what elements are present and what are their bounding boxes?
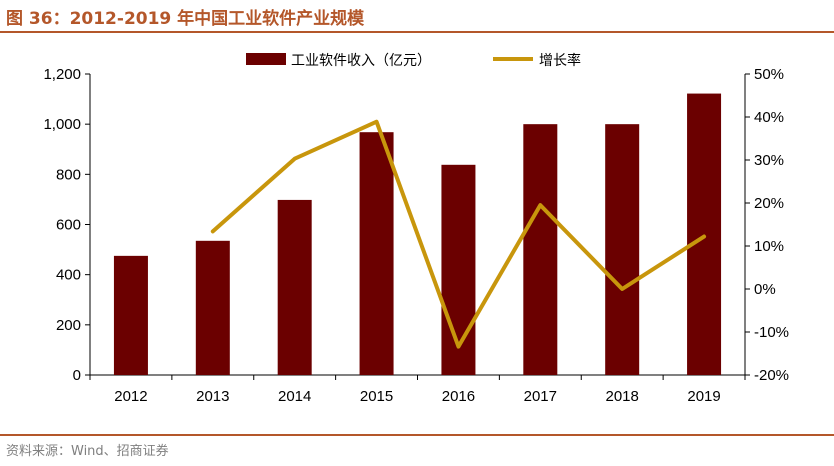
bar [195,240,230,375]
legend-swatch-bar [246,53,286,65]
right-tick-label: -10% [754,324,789,341]
left-tick-label: 1,000 [43,116,81,133]
combo-chart: 0 200 400 600 800 1,000 1,200 -20% -10% 0% 10% 20% 3… [43,52,789,405]
x-tick-label: 2016 [442,388,475,405]
legend-label-bar: 工业软件收入（亿元） [291,53,431,69]
line-series [210,119,707,349]
right-tick-label: -20% [754,367,789,384]
axes: 0 200 400 600 800 1,000 1,200 -20% -10% 0% 10% 20% 3… [43,66,789,405]
bar-series [113,93,722,376]
legend-label-line: 增长率 [539,52,581,69]
title-rule [0,31,834,33]
x-tick-label: 2018 [606,388,639,405]
source-rule [0,434,834,436]
right-tick-label: 30% [754,152,784,169]
right-tick-label: 0% [754,281,776,298]
bar [359,132,394,375]
x-tick-label: 2015 [360,388,393,405]
right-tick-label: 10% [754,238,784,255]
bar [441,164,476,375]
bar [523,124,558,376]
left-tick-label: 0 [73,367,81,384]
legend: 工业软件收入（亿元） 增长率 [246,52,581,69]
bar [277,199,312,375]
left-tick-label: 400 [56,267,81,284]
x-tick-label: 2019 [687,388,720,405]
left-tick-label: 800 [56,166,81,183]
source-note: 资料来源：Wind、招商证券 [6,444,169,459]
right-tick-label: 50% [754,66,784,83]
left-tick-label: 200 [56,317,81,334]
x-tick-label: 2013 [196,388,229,405]
bar [605,124,640,376]
chart-title: 图 36：2012-2019 年中国工业软件产业规模 [6,9,365,29]
bar [687,93,722,375]
x-tick-label: 2014 [278,388,311,405]
bar [113,255,148,375]
x-tick-label: 2012 [114,388,147,405]
left-tick-label: 600 [56,217,81,234]
right-tick-label: 40% [754,109,784,126]
x-tick-label: 2017 [524,388,557,405]
left-tick-label: 1,200 [43,66,81,83]
right-tick-label: 20% [754,195,784,212]
